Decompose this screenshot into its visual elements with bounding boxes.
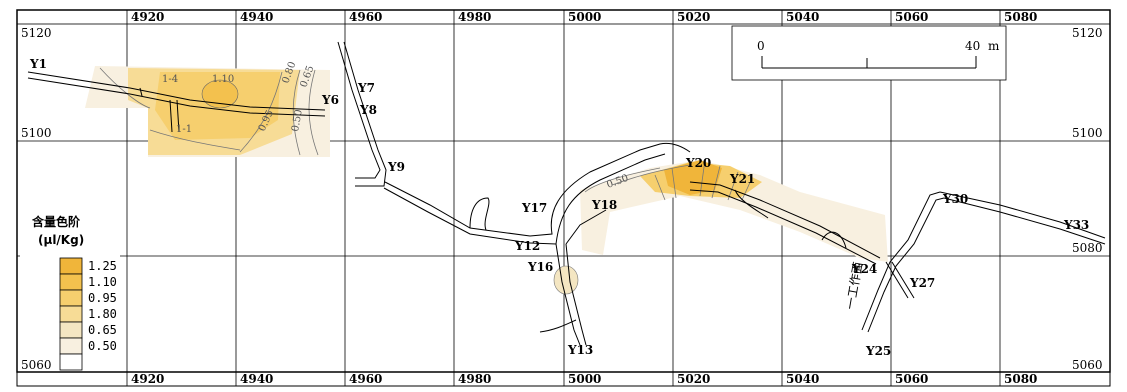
- right-tick-5120: 5120: [1072, 26, 1103, 40]
- legend-label-2: 0.95: [88, 291, 117, 305]
- legend-label-4: 0.65: [88, 323, 117, 337]
- top-tick-5040: 5040: [786, 10, 819, 24]
- legend-unit: (μl/Kg): [38, 233, 84, 247]
- left-tick-labels: 5120 5100 5080 5060: [21, 26, 52, 372]
- label-y8: Y8: [359, 103, 377, 117]
- bottom-tick-4940: 4940: [240, 372, 273, 386]
- scale-start: 0: [757, 39, 765, 53]
- top-tick-5000: 5000: [568, 10, 601, 24]
- top-tick-4980: 4980: [458, 10, 491, 24]
- top-tick-4920: 4920: [131, 10, 164, 24]
- zone-south-spot: [553, 265, 579, 295]
- top-tick-5080: 5080: [1004, 10, 1037, 24]
- bottom-tick-4920: 4920: [131, 372, 164, 386]
- label-y21: Y21: [729, 172, 755, 186]
- concentration-zones: [85, 66, 888, 295]
- legend-swatch-2: [59, 289, 83, 307]
- bottom-tick-5040: 5040: [786, 372, 819, 386]
- label-y1: Y1: [29, 57, 47, 71]
- label-y24: Y24: [851, 262, 877, 276]
- right-tick-labels: 5120 5100 5080 5060: [1072, 26, 1103, 372]
- top-tick-5060: 5060: [895, 10, 928, 24]
- legend-label-1: 1.10: [88, 275, 117, 289]
- top-tick-5020: 5020: [677, 10, 710, 24]
- label-y6: Y6: [321, 93, 339, 107]
- bottom-tick-4980: 4980: [458, 372, 491, 386]
- scale-bar: 0 40 m: [731, 25, 1007, 81]
- legend-swatch-5: [59, 337, 83, 355]
- bottom-tick-5060: 5060: [895, 372, 928, 386]
- right-tick-5060: 5060: [1072, 358, 1103, 372]
- bottom-tick-4960: 4960: [349, 372, 382, 386]
- scale-end: 40: [965, 39, 980, 53]
- label-y33: Y33: [1063, 218, 1089, 232]
- label-y12: Y12: [514, 239, 540, 253]
- legend-label-3: 1.80: [88, 307, 117, 321]
- scale-box: [731, 25, 1007, 81]
- label-y25: Y25: [865, 344, 891, 358]
- bottom-tick-5080: 5080: [1004, 372, 1037, 386]
- label-y16: Y16: [527, 260, 553, 274]
- legend-label-0: 1.25: [88, 259, 117, 273]
- legend-swatch-6: [59, 353, 83, 371]
- label-y17: Y17: [521, 201, 547, 215]
- bottom-tick-5020: 5020: [677, 372, 710, 386]
- bottom-tick-labels: 4920 4940 4960 4980 5000 5020 5040 5060 …: [131, 372, 1037, 386]
- label-y7: Y7: [357, 81, 375, 95]
- legend-swatch-3: [59, 305, 83, 323]
- label-y27: Y27: [909, 276, 935, 290]
- label-y9: Y9: [387, 160, 405, 174]
- top-tick-4940: 4940: [240, 10, 273, 24]
- zone-west-peak: [201, 79, 239, 109]
- top-tick-labels: 4920 4940 4960 4980 5000 5020 5040 5060 …: [131, 10, 1037, 24]
- legend-swatch-0: [59, 257, 83, 275]
- legend-items: 1.25 1.10 0.95 1.80 0.65 0.50: [59, 257, 117, 371]
- left-tick-5120: 5120: [21, 26, 52, 40]
- work-face-label: 一工作面: [843, 261, 865, 311]
- legend-swatch-4: [59, 321, 83, 339]
- legend-swatch-1: [59, 273, 83, 291]
- legend-title: 含量色阶: [32, 214, 81, 229]
- legend-label-5: 0.50: [88, 339, 117, 353]
- top-tick-4960: 4960: [349, 10, 382, 24]
- legend: 含量色阶 (μl/Kg) 1.25 1.10 0.95 1.80 0.65 0.50: [20, 206, 120, 371]
- scale-unit: m: [988, 39, 1000, 53]
- left-tick-5060: 5060: [21, 358, 52, 372]
- bottom-tick-5000: 5000: [568, 372, 601, 386]
- left-tick-5100: 5100: [21, 126, 52, 140]
- bottom-band: [16, 371, 1111, 387]
- contour-label-2: 1.10: [212, 74, 234, 85]
- label-y20: Y20: [685, 156, 711, 170]
- contour-label-7: 1-1: [176, 124, 192, 135]
- tunnels: [27, 41, 1106, 346]
- right-tick-5100: 5100: [1072, 126, 1103, 140]
- zone-east-core: [664, 160, 722, 195]
- label-y18: Y18: [591, 198, 617, 212]
- contour-label-1: 1-4: [162, 74, 178, 85]
- right-tick-5080: 5080: [1072, 241, 1103, 255]
- label-y30: Y30: [942, 192, 968, 206]
- label-y13: Y13: [567, 343, 593, 357]
- contour-label-6: 0.50: [290, 109, 305, 133]
- point-labels: Y1 Y6 Y7 Y8 Y9 Y12 Y13 Y16 Y17 Y18 Y20 Y…: [29, 57, 1089, 358]
